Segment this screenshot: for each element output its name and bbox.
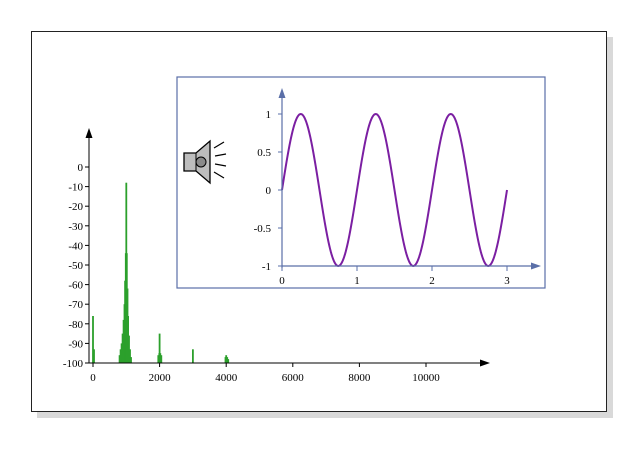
spectrum-y-tick-label: -100 [63, 358, 84, 370]
sine-x-tick-label: 3 [504, 275, 510, 287]
spectrum-y-tick-label: 0 [78, 162, 84, 174]
spectrum-x-tick-label: 4000 [215, 372, 238, 384]
spectrum-y-tick-label: -10 [68, 182, 83, 194]
sine-x-tick-label: 1 [354, 275, 360, 287]
spectrum-bar [160, 355, 163, 363]
spectrum-y-tick-label: -40 [68, 240, 83, 252]
spectrum-bar [128, 335, 130, 363]
sine-x-ticks: 0 1 2 3 [279, 266, 510, 287]
sine-x-tick-label: 0 [279, 275, 285, 287]
spectrum-bar [121, 333, 124, 363]
spectrum-y-tick-label: -70 [68, 299, 83, 311]
spectrum-x-tick-label: 6000 [282, 372, 305, 384]
spectrum-y-tick-label: -90 [68, 338, 83, 350]
sine-series-line [281, 112, 508, 268]
spectrum-bars [92, 182, 230, 363]
spectrum-x-tick-label: 10000 [412, 372, 440, 384]
spectrum-bar [157, 355, 160, 363]
spectrum-y-tick-label: -20 [68, 201, 83, 213]
inset-frame [176, 76, 546, 289]
sine-y-tick-label: -0.5 [254, 223, 272, 235]
spectrum-bar [192, 349, 194, 363]
sine-x-axis-arrow [531, 262, 541, 270]
spectrum-x-tick-label: 0 [90, 372, 96, 384]
spectrum-x-axis-arrow [480, 359, 490, 367]
spectrum-bar [130, 357, 132, 363]
sine-y-ticks: 1 0.5 0 -0.5 -1 [254, 109, 282, 273]
spectrum-bar [158, 333, 161, 363]
spectrum-bar [118, 355, 121, 363]
spectrum-bar [92, 316, 94, 363]
sine-y-tick-label: 0.5 [257, 147, 271, 159]
spectrum-y-tick-label: -50 [68, 260, 83, 272]
sine-y-tick-label: -1 [262, 261, 271, 273]
spectrum-chart: 0-10-20-30-40-50-60-70-80-90-100 0 2000 40… [63, 128, 490, 384]
spectrum-bar [119, 349, 122, 363]
sine-inset: 1 0.5 0 -0.5 -1 0 1 2 3 [176, 76, 546, 289]
spectrum-bar [93, 349, 95, 363]
spectrum-y-axis-arrow [85, 128, 93, 138]
spectrum-y-ticks: 0 -10 -20 -30 -40 -50 -60 -70 -80 -90 -100 [63, 162, 89, 370]
spectrum-bar [120, 343, 123, 363]
spectrum-x-ticks: 0 2000 4000 6000 8000 10000 [90, 363, 440, 384]
sine-y-tick-label: 1 [266, 109, 272, 121]
speaker-icon [183, 139, 227, 185]
spectrum-bar [225, 355, 228, 363]
spectrum-y-tick-label: -80 [68, 319, 83, 331]
spectrum-x-tick-label: 8000 [348, 372, 371, 384]
spectrum-bar [159, 353, 162, 363]
spectrum-bar [129, 349, 131, 363]
spectrum-y-tick-label: -30 [68, 221, 83, 233]
spectrum-y-tick-label: -60 [68, 280, 83, 292]
spectrum-bar [227, 359, 230, 363]
spectrum-bar [226, 357, 229, 363]
sine-y-tick-label: 0 [266, 185, 272, 197]
sine-x-tick-label: 2 [429, 275, 435, 287]
spectrum-x-tick-label: 2000 [149, 372, 172, 384]
sine-y-axis-arrow [278, 88, 286, 98]
